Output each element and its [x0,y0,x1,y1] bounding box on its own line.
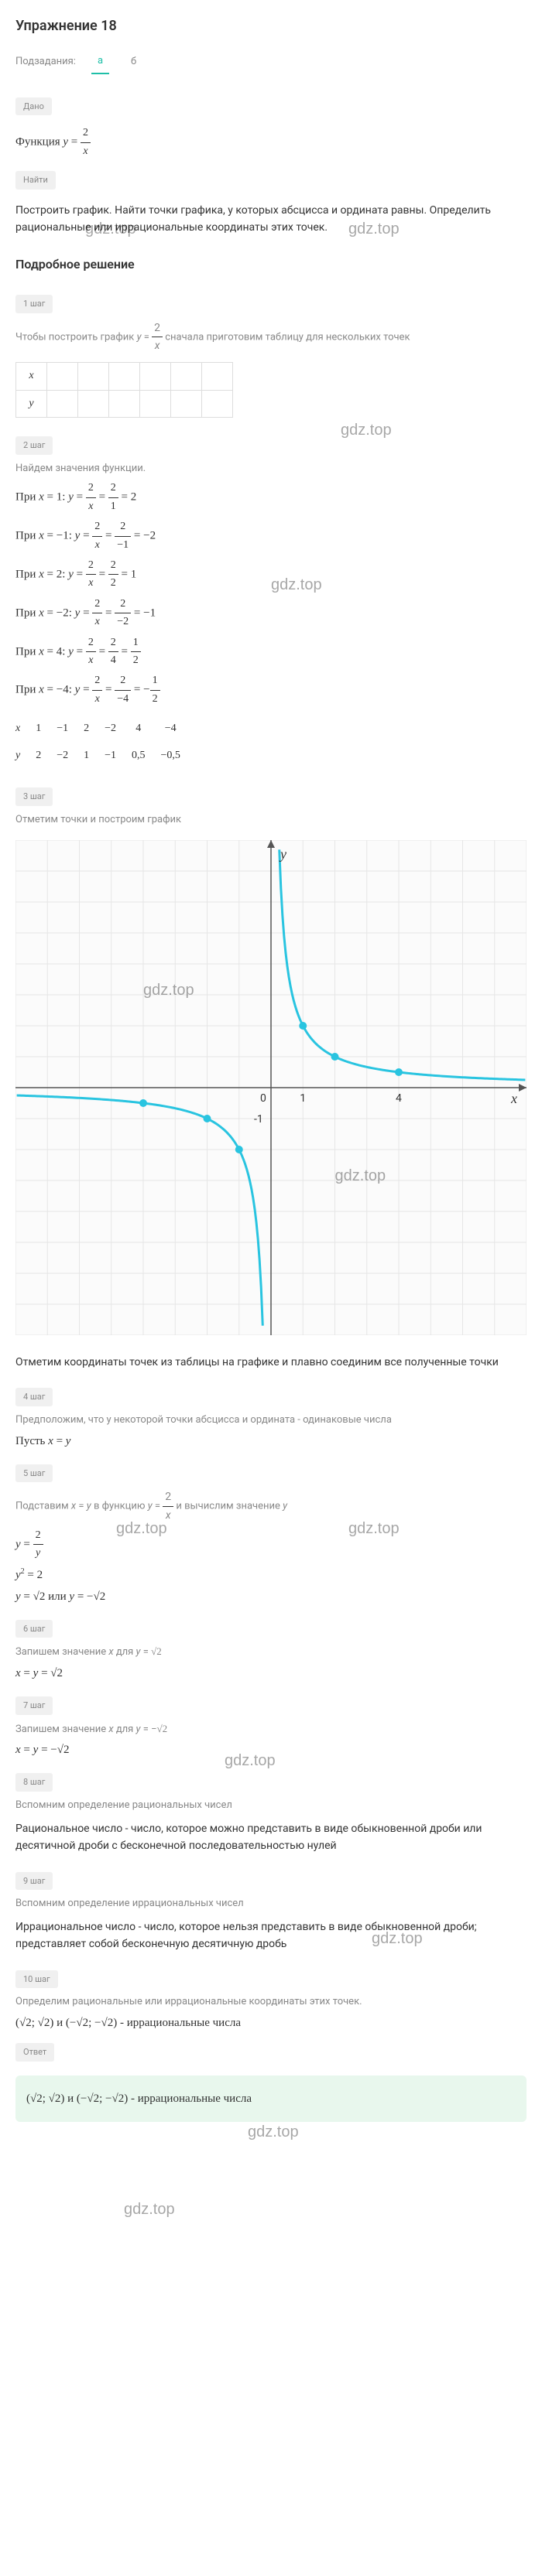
step5-badge: 5 шаг [15,1464,53,1483]
step7-intro: Запишем значение x для y = −√2 [15,1721,527,1738]
step8-badge: 8 шаг [15,1773,53,1792]
given-text: Функция y = 2x [15,125,527,160]
step6-intro: Запишем значение x для y = √2 [15,1644,527,1661]
step2-table: x 1 −1 2 −2 4 −4 y 2 −2 1 −1 0,5 −0,5 [15,716,196,769]
step2-line: При x = 2: y = 2x = 22 = 1 [15,557,527,593]
step3-intro: Отметим точки и построим график [15,812,527,828]
chart: y x 0 1 4 -1 gdz.top gdz.top [15,840,527,1341]
find-text: Построить график. Найти точки графика, у… [15,202,527,237]
svg-text:-1: -1 [254,1113,263,1126]
step4-text: Пусть x = y [15,1432,527,1450]
step9-intro: Вспомним определение иррациональных чисе… [15,1896,527,1912]
step1-intro: Чтобы построить график y = 2x сначала пр… [15,319,527,355]
svg-text:gdz.top: gdz.top [143,982,194,999]
step2-line: При x = 4: y = 2x = 24 = 12 [15,634,527,670]
step2-line: При x = −4: y = 2x = 2−4 = −12 [15,672,527,708]
step2-intro: Найдем значения функции. [15,461,527,477]
step5-l2: y2 = 2 [15,1566,527,1584]
svg-text:y: y [279,846,286,862]
step6-text: x = y = √2 [15,1664,527,1683]
step2-line: При x = −2: y = 2x = 2−2 = −1 [15,596,527,631]
subtasks-row: Подзадания: а б [15,50,527,74]
step2-badge: 2 шаг [15,436,53,455]
answer-badge: Ответ [15,2043,54,2062]
given-badge: Дано [15,97,52,116]
svg-text:0: 0 [260,1092,266,1105]
step10-text: (√2; √2) и (−√2; −√2) - иррациональные ч… [15,2014,527,2032]
step9-badge: 9 шаг [15,1872,53,1891]
subtasks-label: Подзадания: [15,54,76,70]
exercise-title: Упражнение 18 [15,15,527,38]
answer-box: (√2; √2) и (−√2; −√2) - иррациональные ч… [15,2075,527,2122]
step4-badge: 4 шаг [15,1388,53,1406]
step10-badge: 10 шаг [15,1970,58,1989]
step8-intro: Вспомним определение рациональных чисел [15,1798,527,1814]
svg-text:x: x [510,1091,517,1106]
svg-text:gdz.top: gdz.top [335,1167,386,1184]
find-badge: Найти [15,171,56,190]
step6-badge: 6 шаг [15,1620,53,1638]
step4-intro: Предположим, что у некоторой точки абсци… [15,1413,527,1429]
step1-badge: 1 шаг [15,295,53,313]
svg-text:1: 1 [300,1092,306,1105]
tab-b[interactable]: б [125,51,142,73]
step8-text: Рациональное число - число, которое можн… [15,1820,527,1855]
watermark: gdz.top [248,2120,299,2144]
step7-badge: 7 шаг [15,1696,53,1715]
watermark: gdz.top [341,418,392,442]
tab-a[interactable]: а [91,50,109,74]
step5-intro: Подставим x = y в функцию y = 2x и вычис… [15,1488,527,1524]
step9-text: Иррациональное число - число, которое не… [15,1918,527,1953]
step1-table: x y [15,362,233,418]
solution-title: Подробное решение [15,255,527,275]
step2-line: При x = −1: y = 2x = 2−1 = −2 [15,518,527,554]
step5-l1: y = 2y [15,1527,527,1563]
step5-l3: y = √2 или y = −√2 [15,1587,527,1606]
step3-after: Отметим координаты точек из таблицы на г… [15,1354,527,1371]
step7-text: x = y = −√2 [15,1741,527,1759]
step10-intro: Определим рациональные или иррациональны… [15,1994,527,2011]
watermark: gdz.top [124,2197,175,2222]
step3-badge: 3 шаг [15,787,53,806]
svg-text:4: 4 [396,1092,402,1105]
answer-text: (√2; √2) и (−√2; −√2) - иррациональные ч… [26,2089,516,2108]
step2-line: При x = 1: y = 2x = 21 = 2 [15,480,527,515]
